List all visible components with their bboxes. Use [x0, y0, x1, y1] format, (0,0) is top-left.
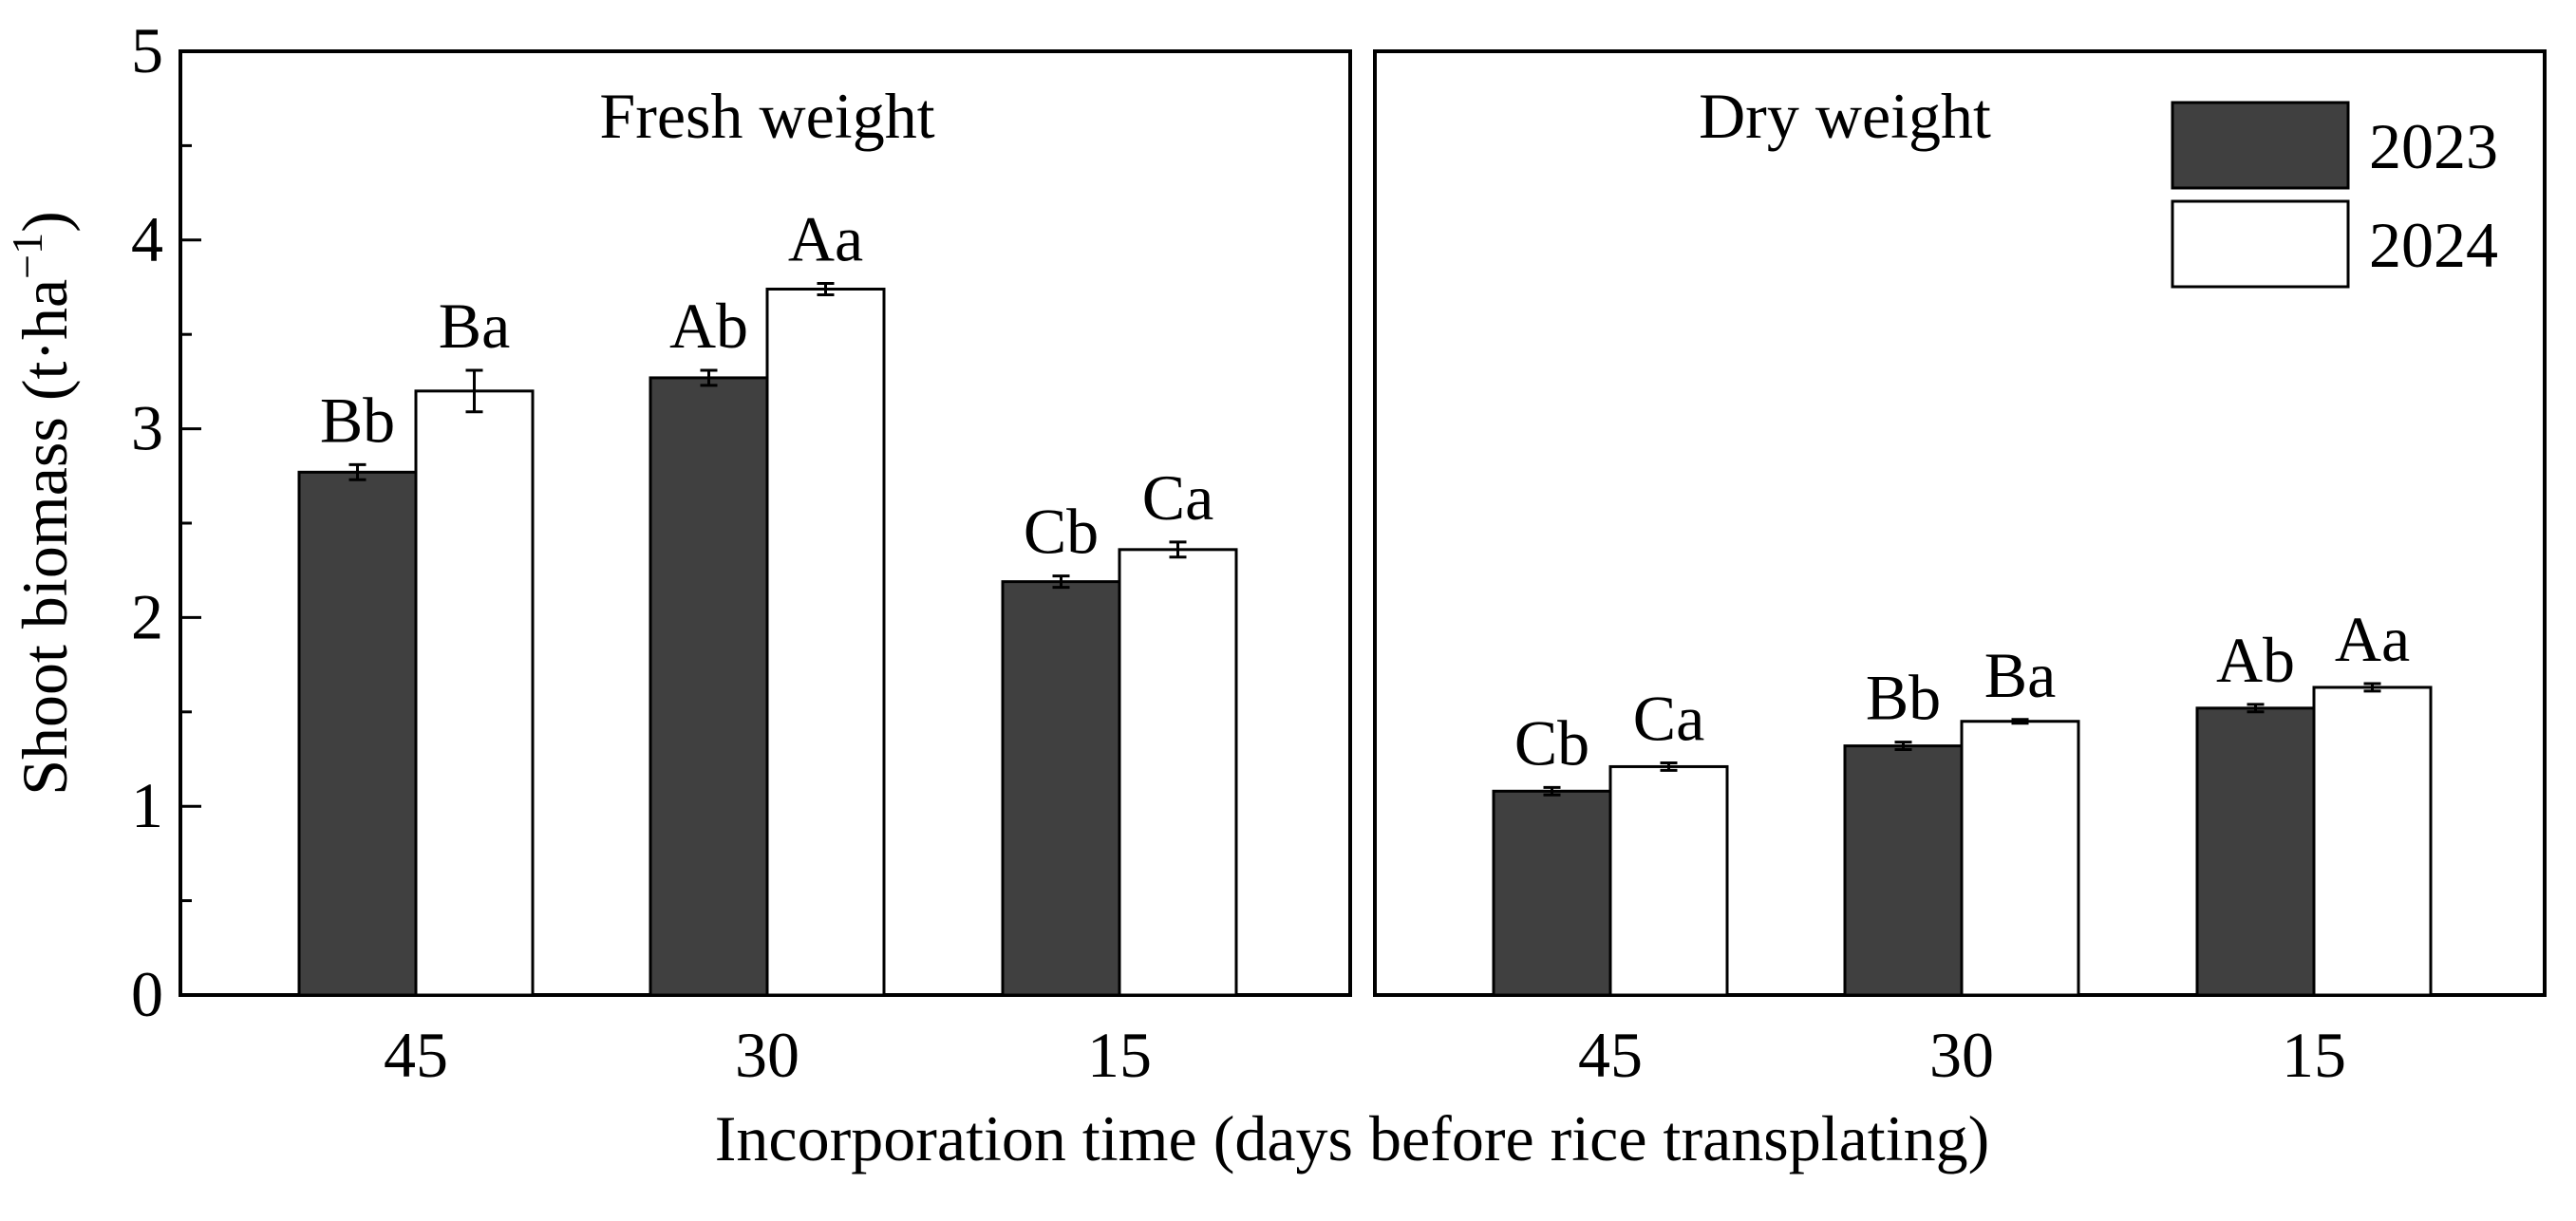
bar-2024-15: [1118, 548, 1238, 997]
significance-letter: Bb: [1866, 662, 1941, 734]
y-axis-label-superscript: −1: [3, 233, 51, 279]
significance-letter: Cb: [1024, 496, 1099, 568]
significance-letter: Ba: [1984, 639, 2057, 711]
bar-2024-45: [1608, 764, 1729, 997]
y-tick-label: 5: [131, 14, 163, 86]
x-tick-label: 30: [735, 1019, 799, 1091]
significance-letter: Aa: [788, 203, 863, 275]
x-tick-label: 15: [2282, 1019, 2346, 1091]
legend-label-2024: 2024: [2369, 209, 2498, 281]
significance-letter: Aa: [2335, 603, 2410, 675]
significance-letter: Ca: [1142, 461, 1214, 534]
significance-letter: Ab: [2216, 624, 2295, 696]
bar-2023-15: [2195, 706, 2316, 997]
bar-2023-30: [1843, 744, 1964, 997]
bar-2024-30: [1960, 720, 2080, 997]
panel-title: Dry weight: [1699, 80, 1991, 152]
panel-title: Fresh weight: [599, 80, 934, 152]
x-tick-label: 45: [1578, 1019, 1643, 1091]
bar-2024-45: [414, 389, 535, 997]
x-axis-label: Incorporation time (days before rice tra…: [715, 1102, 1989, 1174]
x-tick-label: 45: [384, 1019, 448, 1091]
bar-2023-45: [297, 470, 418, 997]
y-tick-label: 0: [131, 958, 163, 1030]
y-tick-label: 1: [131, 769, 163, 841]
bar-2024-30: [765, 287, 886, 997]
x-tick-label: 30: [1929, 1019, 1994, 1091]
significance-letter: Ab: [669, 290, 748, 362]
bar-2024-15: [2312, 686, 2433, 997]
legend-swatch-2023: [2171, 101, 2350, 190]
significance-letter: Bb: [320, 384, 395, 456]
significance-letter: Cb: [1514, 706, 1589, 779]
y-tick-label: 3: [131, 392, 163, 464]
legend-swatch-2024: [2171, 199, 2350, 289]
y-axis-label: Shoot biomass (t·ha−1): [3, 211, 81, 796]
significance-letter: Ca: [1633, 682, 1705, 754]
bar-2023-45: [1492, 789, 1612, 997]
y-tick-label: 4: [131, 203, 163, 275]
significance-letter: Ba: [439, 290, 511, 362]
bar-2023-30: [649, 376, 769, 997]
legend-label-2023: 2023: [2369, 110, 2498, 182]
y-tick-label: 2: [131, 580, 163, 652]
y-axis-label-main: Shoot biomass (t·ha: [9, 279, 81, 796]
x-tick-label: 15: [1087, 1019, 1152, 1091]
y-axis-label-close: ): [9, 211, 81, 233]
bar-2023-15: [1001, 580, 1121, 997]
